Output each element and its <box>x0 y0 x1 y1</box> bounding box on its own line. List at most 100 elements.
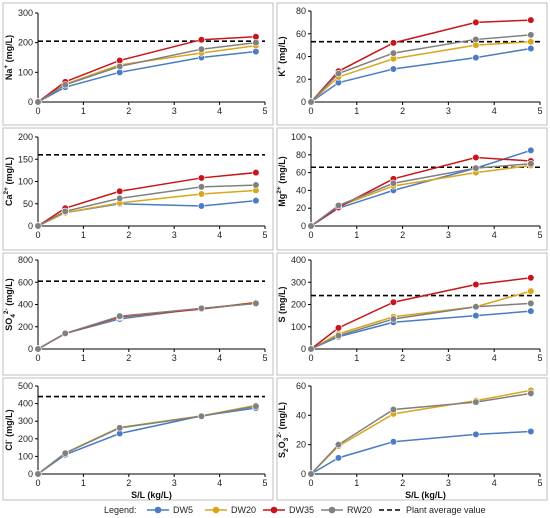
y-axis-label-part: 4 <box>10 314 17 318</box>
panel-frame <box>2 2 274 126</box>
x-tick-label: 5 <box>262 106 267 116</box>
x-tick-label: 1 <box>354 478 359 488</box>
y-tick-label: 40 <box>296 185 306 195</box>
data-point-dw5 <box>472 54 480 62</box>
x-tick-label: 3 <box>172 106 177 116</box>
y-axis-label-part: 2 <box>283 448 290 452</box>
x-tick-label: 1 <box>354 230 359 240</box>
y-tick-label: 0 <box>28 344 33 354</box>
data-point-rw20 <box>527 160 535 168</box>
y-axis-label: Mg2+ (mg/L) <box>276 156 287 206</box>
y-axis-label-part: + <box>3 65 10 69</box>
x-tick-label: 0 <box>35 230 40 240</box>
y-axis-label-part: Mg <box>277 194 287 207</box>
x-tick-label: 1 <box>81 353 86 363</box>
y-axis-label: Cl- (mg/L) <box>3 409 14 450</box>
x-tick-label: 1 <box>354 106 359 116</box>
y-axis-label: K+ (mg/L) <box>276 36 287 76</box>
y-tick-label: 400 <box>291 255 306 265</box>
y-axis-label-part: O <box>277 441 287 448</box>
data-point-rw20 <box>472 303 480 311</box>
y-axis-label-part: (mg/L) <box>4 409 14 439</box>
data-point-dw5 <box>116 68 124 76</box>
data-point-rw20 <box>252 181 260 189</box>
data-point-dw35 <box>252 169 260 177</box>
x-tick-label: 4 <box>217 106 222 116</box>
y-axis-label-part: (mg/L) <box>277 156 287 186</box>
data-point-dw35 <box>197 174 206 182</box>
data-point-rw20 <box>252 299 260 307</box>
data-point-dw5 <box>197 202 206 210</box>
x-tick-label: 0 <box>35 106 40 116</box>
data-point-rw20 <box>34 345 42 353</box>
x-tick-label: 0 <box>308 478 313 488</box>
x-tick-label: 2 <box>400 353 405 363</box>
data-point-rw20 <box>527 299 535 307</box>
y-axis-label-part: (mg/L) <box>277 402 287 432</box>
data-point-rw20 <box>34 222 42 230</box>
x-tick-label: 5 <box>537 353 542 363</box>
data-point-rw20 <box>334 332 343 340</box>
x-tick-label: 0 <box>308 230 313 240</box>
y-tick-label: 100 <box>291 132 306 142</box>
panel-frame <box>276 127 548 251</box>
y-axis-label-part: (mg/L) <box>4 157 14 187</box>
y-axis-label-part: K <box>277 70 287 77</box>
x-tick-label: 5 <box>262 230 267 240</box>
data-point-rw20 <box>116 194 124 203</box>
y-tick-label: 300 <box>18 8 33 18</box>
y-tick-label: 0 <box>28 469 33 479</box>
y-tick-label: 40 <box>296 410 306 420</box>
data-point-rw20 <box>307 345 315 353</box>
y-tick-label: 40 <box>296 52 306 62</box>
data-point-rw20 <box>389 315 398 323</box>
x-tick-label: 0 <box>308 353 313 363</box>
y-tick-label: 500 <box>18 381 33 391</box>
y-tick-label: 600 <box>18 277 33 287</box>
data-point-rw20 <box>334 69 343 78</box>
y-axis-label-part: Cl <box>4 442 14 451</box>
y-axis-label-part: SO <box>4 318 14 331</box>
y-axis-label-part: S <box>277 316 287 322</box>
y-tick-label: 20 <box>296 203 306 213</box>
y-tick-label: 0 <box>301 221 306 231</box>
x-tick-label: 2 <box>400 230 405 240</box>
y-tick-label: 200 <box>18 434 33 444</box>
legend-swatch-marker <box>154 506 162 514</box>
y-axis-label: Ca2+ (mg/L) <box>3 157 14 206</box>
data-point-rw20 <box>252 402 260 410</box>
x-tick-label: 4 <box>217 478 222 488</box>
x-tick-label: 1 <box>81 478 86 488</box>
y-tick-label: 0 <box>301 344 306 354</box>
data-point-rw20 <box>334 441 343 449</box>
y-tick-label: 60 <box>296 168 306 178</box>
data-point-dw5 <box>472 312 480 320</box>
x-tick-label: 2 <box>400 106 405 116</box>
data-point-dw35 <box>527 16 535 24</box>
x-tick-label: 1 <box>81 106 86 116</box>
data-point-rw20 <box>61 207 69 215</box>
data-point-dw5 <box>527 146 535 154</box>
y-tick-label: 60 <box>296 381 306 391</box>
data-point-rw20 <box>61 81 69 89</box>
data-point-dw35 <box>116 187 124 195</box>
y-axis-label-part: S <box>277 452 287 458</box>
x-axis-label: S/L (kg/L) <box>405 490 446 500</box>
data-point-rw20 <box>472 398 480 406</box>
data-point-dw35 <box>472 153 480 162</box>
y-tick-label: 0 <box>301 97 306 107</box>
y-tick-label: 100 <box>291 322 306 332</box>
x-tick-label: 5 <box>262 478 267 488</box>
data-point-rw20 <box>527 389 535 397</box>
data-point-dw20 <box>527 38 535 46</box>
data-point-rw20 <box>116 424 124 432</box>
y-tick-label: 50 <box>23 199 33 209</box>
data-point-rw20 <box>252 39 260 47</box>
x-tick-label: 5 <box>537 106 542 116</box>
x-tick-label: 4 <box>492 478 497 488</box>
chart-panel-s: 0 1 2 3 4 5 0 100 200 300 400 S (mg/L) <box>276 252 548 376</box>
y-axis-label: SO42- (mg/L) <box>3 278 17 330</box>
y-tick-label: 100 <box>18 67 33 77</box>
x-tick-label: 2 <box>126 353 131 363</box>
